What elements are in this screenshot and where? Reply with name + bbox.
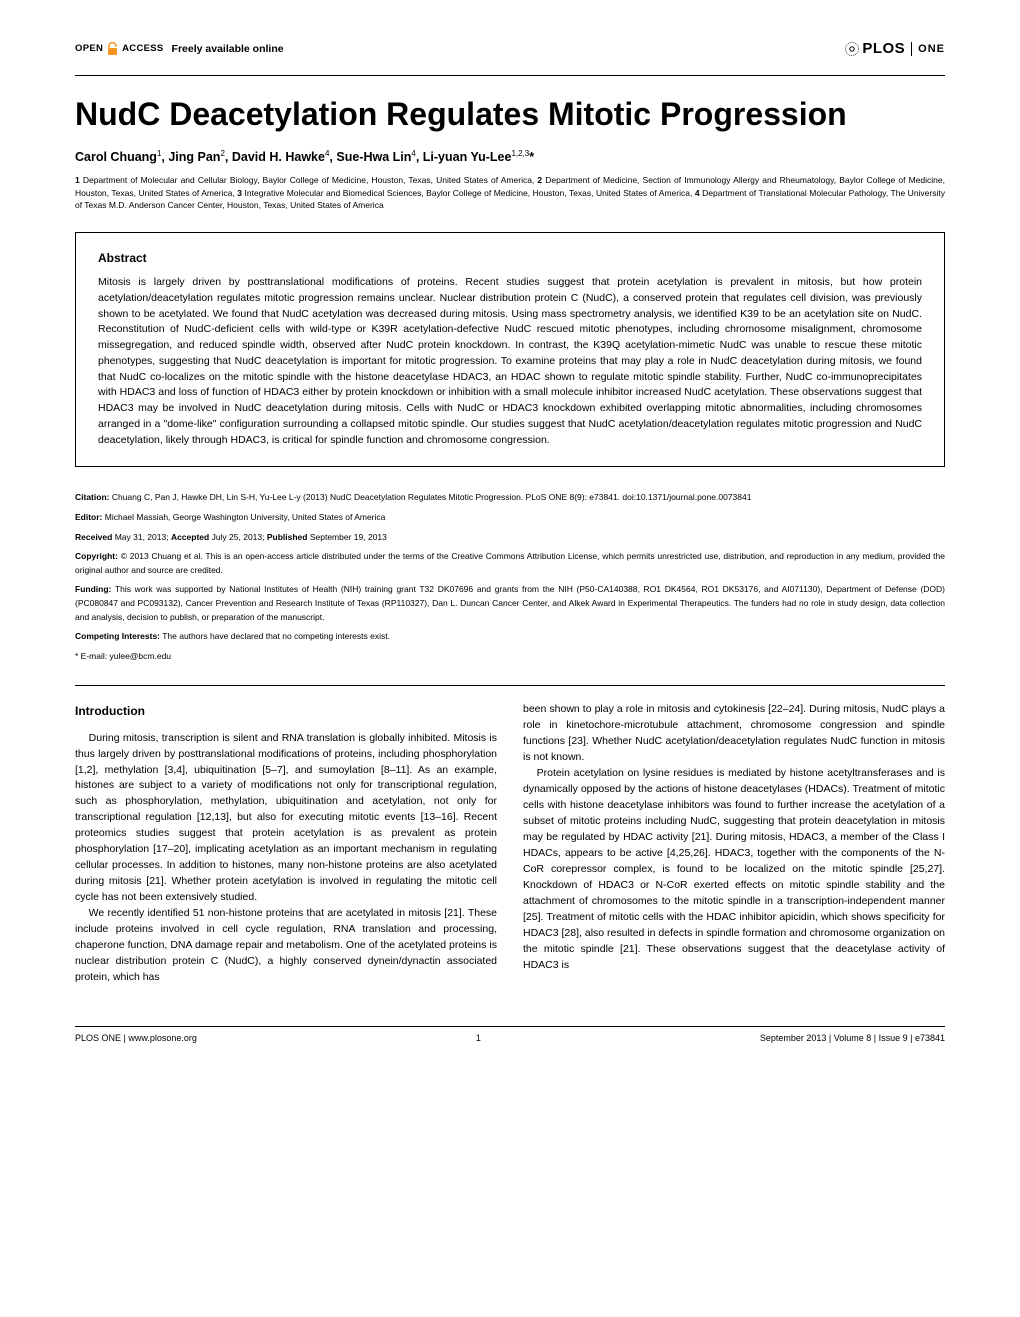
- intro-heading: Introduction: [75, 702, 497, 720]
- meta-divider: [75, 685, 945, 686]
- abstract-heading: Abstract: [98, 251, 922, 265]
- article-title: NudC Deacetylation Regulates Mitotic Pro…: [75, 96, 945, 133]
- open-text: OPEN: [75, 43, 103, 54]
- access-text: ACCESS: [122, 43, 163, 54]
- email-block: * E-mail: yulee@bcm.edu: [75, 650, 945, 664]
- plos-one-text: ONE: [918, 43, 945, 55]
- left-column: Introduction During mitosis, transcripti…: [75, 702, 497, 985]
- abstract-box: Abstract Mitosis is largely driven by po…: [75, 232, 945, 467]
- footer-page-number: 1: [476, 1033, 481, 1043]
- open-access-badge: OPEN ACCESS Freely available online: [75, 42, 284, 56]
- freely-text: Freely available online: [172, 43, 284, 55]
- intro-p4: Protein acetylation on lysine residues i…: [523, 766, 945, 973]
- page-footer: PLOS ONE | www.plosone.org 1 September 2…: [75, 1026, 945, 1043]
- authors-line: Carol Chuang1, Jing Pan2, David H. Hawke…: [75, 149, 945, 164]
- plos-icon: [844, 41, 860, 57]
- abstract-text: Mitosis is largely driven by posttransla…: [98, 275, 922, 448]
- dates-block: Received May 31, 2013; Accepted July 25,…: [75, 531, 945, 545]
- competing-block: Competing Interests: The authors have de…: [75, 630, 945, 644]
- intro-p1: During mitosis, transcription is silent …: [75, 731, 497, 906]
- editor-block: Editor: Michael Massiah, George Washingt…: [75, 511, 945, 525]
- affiliations: 1 Department of Molecular and Cellular B…: [75, 174, 945, 212]
- body-columns: Introduction During mitosis, transcripti…: [75, 702, 945, 985]
- right-column: been shown to play a role in mitosis and…: [523, 702, 945, 985]
- plos-logo: PLOS ONE: [844, 40, 945, 57]
- citation-block: Citation: Chuang C, Pan J, Hawke DH, Lin…: [75, 491, 945, 505]
- lock-icon: [107, 42, 118, 56]
- footer-right: September 2013 | Volume 8 | Issue 9 | e7…: [760, 1033, 945, 1043]
- funding-block: Funding: This work was supported by Nati…: [75, 583, 945, 624]
- footer-left: PLOS ONE | www.plosone.org: [75, 1033, 197, 1043]
- plos-divider: [911, 42, 912, 56]
- plos-text: PLOS: [862, 40, 905, 57]
- header-divider: [75, 75, 945, 76]
- intro-p3: been shown to play a role in mitosis and…: [523, 702, 945, 766]
- intro-p2: We recently identified 51 non-histone pr…: [75, 906, 497, 986]
- header-row: OPEN ACCESS Freely available online PLOS…: [75, 40, 945, 57]
- copyright-block: Copyright: © 2013 Chuang et al. This is …: [75, 550, 945, 577]
